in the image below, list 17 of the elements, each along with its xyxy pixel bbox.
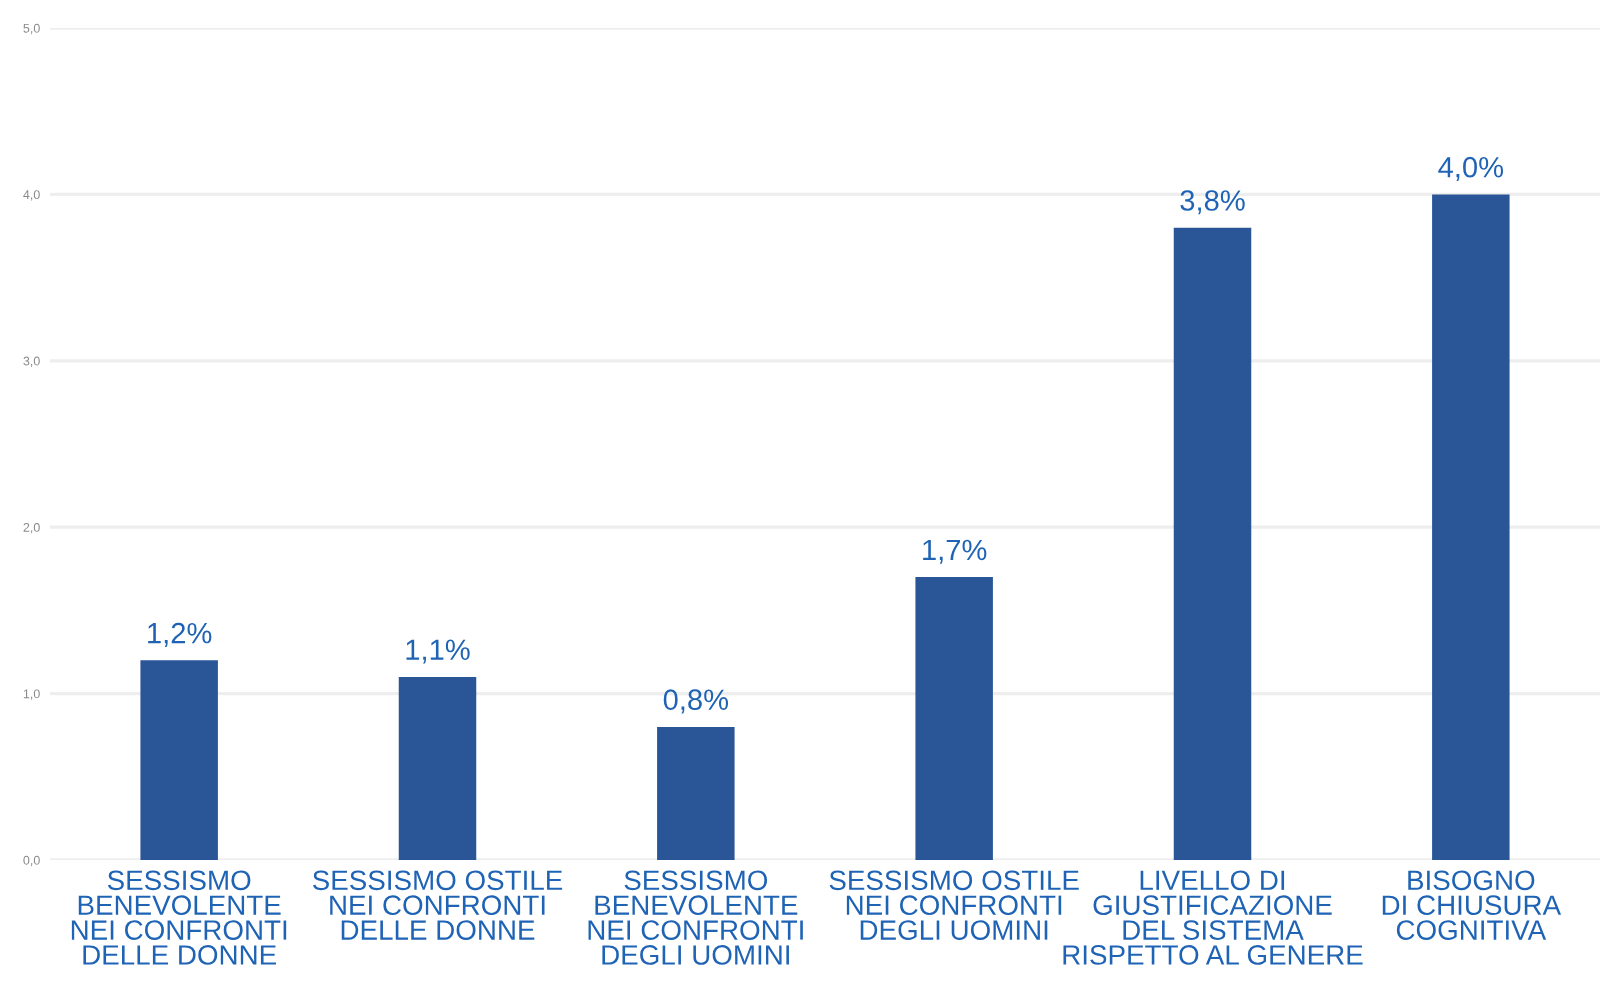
bar: [398, 676, 477, 860]
data-label: 1,1%: [406, 639, 470, 664]
data-label: 1,7%: [923, 539, 987, 564]
data-label: 0,8%: [663, 689, 729, 714]
bar: [1173, 227, 1252, 860]
data-label: 1,2%: [148, 622, 212, 647]
bar: [657, 726, 735, 860]
x-tick-label: SESSISMO OSTILE NEI CONFRONTI DEGLI UOMINI: [829, 870, 1079, 940]
bar: [140, 660, 218, 860]
x-tick-label: SESSISMO OSTILE NEI CONFRONTI DELLE DONNE: [312, 870, 563, 940]
bar: [1432, 194, 1510, 860]
data-label: 4,0%: [1438, 156, 1504, 181]
x-tick-label: SESSISMO BENEVOLENTE NEI CONFRONTI DELLE DONNE: [71, 870, 287, 965]
x-tick-label: SESSISMO BENEVOLENTE NEI CONFRONTI DEGLI UOMINI: [588, 870, 803, 965]
bar: [915, 577, 993, 860]
data-label: 3,8%: [1180, 190, 1245, 215]
x-tick-label: BISOGNO DI CHIUSURA COGNITIVA: [1382, 870, 1562, 940]
